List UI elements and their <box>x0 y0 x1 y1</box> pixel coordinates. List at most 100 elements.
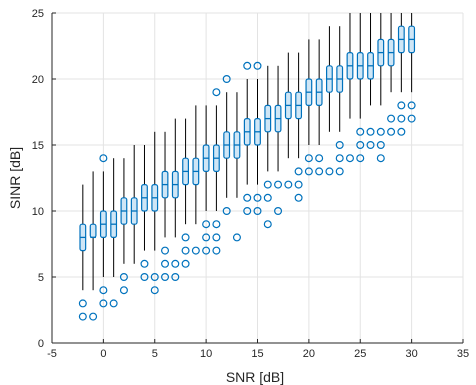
outlier-marker <box>171 259 180 268</box>
box-8 <box>181 118 190 268</box>
outlier-marker <box>89 312 98 321</box>
outlier-marker <box>274 207 283 216</box>
outlier-marker <box>304 154 313 163</box>
outlier-marker <box>140 259 149 268</box>
outlier-marker <box>304 167 313 176</box>
outlier-marker <box>212 220 221 229</box>
outlier-marker <box>181 246 190 255</box>
outlier-marker <box>356 141 365 150</box>
outlier-marker <box>376 154 385 163</box>
outlier-marker <box>335 141 344 150</box>
box-19 <box>294 52 303 202</box>
box-4 <box>140 145 149 282</box>
outlier-marker <box>212 246 221 255</box>
outlier-marker <box>161 273 170 282</box>
outlier-marker <box>397 101 406 110</box>
box-30 <box>407 13 416 123</box>
box-28 <box>387 13 396 136</box>
outlier-marker <box>376 127 385 136</box>
outlier-marker <box>253 61 262 70</box>
outlier-marker <box>397 127 406 136</box>
box-25 <box>356 13 365 163</box>
box-26 <box>366 13 375 150</box>
y-tick-label: 10 <box>32 206 44 218</box>
box-11 <box>212 88 221 255</box>
iqr-box <box>89 223 97 238</box>
box-9 <box>191 105 200 255</box>
outlier-marker <box>345 154 354 163</box>
box-15 <box>253 61 262 216</box>
box-5 <box>150 131 159 295</box>
outlier-marker <box>263 193 272 202</box>
box-7 <box>171 118 180 282</box>
box-18 <box>284 52 293 189</box>
box-20 <box>304 39 313 176</box>
outlier-marker <box>243 193 252 202</box>
outlier-marker <box>376 141 385 150</box>
box-16 <box>263 65 272 229</box>
outlier-marker <box>161 246 170 255</box>
outlier-marker <box>253 207 262 216</box>
box-12 <box>222 74 231 216</box>
outlier-marker <box>274 180 283 189</box>
outlier-marker <box>119 286 128 295</box>
x-tick-label: 30 <box>406 348 418 360</box>
box-6 <box>161 131 170 282</box>
outlier-marker <box>202 220 211 229</box>
x-tick-label: 20 <box>303 348 315 360</box>
outlier-marker <box>222 207 231 216</box>
box-13 <box>232 92 241 242</box>
outlier-marker <box>191 246 200 255</box>
x-tick-label: 35 <box>457 348 469 360</box>
outlier-marker <box>99 299 108 308</box>
y-tick-label: 25 <box>32 8 44 20</box>
outlier-marker <box>294 180 303 189</box>
x-tick-label: 0 <box>100 348 106 360</box>
outlier-marker <box>99 286 108 295</box>
box-10 <box>202 105 211 255</box>
outlier-marker <box>356 127 365 136</box>
box-24 <box>345 13 354 163</box>
outlier-marker <box>202 246 211 255</box>
outlier-marker <box>243 207 252 216</box>
box-0 <box>99 154 108 308</box>
outlier-marker <box>78 299 87 308</box>
outlier-marker <box>315 154 324 163</box>
outlier-marker <box>315 167 324 176</box>
outlier-marker <box>294 193 303 202</box>
x-tick-label: 25 <box>354 348 366 360</box>
y-tick-label: 5 <box>38 272 44 284</box>
outlier-marker <box>253 193 262 202</box>
outlier-marker <box>263 220 272 229</box>
outlier-marker <box>140 273 149 282</box>
outlier-marker <box>243 61 252 70</box>
x-tick-label: 10 <box>200 348 212 360</box>
outlier-marker <box>294 167 303 176</box>
outlier-marker <box>325 167 334 176</box>
box-27 <box>376 13 385 163</box>
outlier-marker <box>212 233 221 242</box>
box-29 <box>397 13 406 136</box>
outlier-marker <box>181 259 190 268</box>
outlier-marker <box>161 259 170 268</box>
outlier-marker <box>387 114 396 123</box>
x-tick-label: 15 <box>251 348 263 360</box>
outlier-marker <box>150 286 159 295</box>
outlier-marker <box>181 233 190 242</box>
outlier-marker <box>109 299 118 308</box>
box-series <box>78 13 416 321</box>
x-tick-label: -5 <box>47 348 57 360</box>
outlier-marker <box>119 273 128 282</box>
outlier-marker <box>284 180 293 189</box>
outlier-marker <box>212 88 221 97</box>
outlier-marker <box>99 154 108 163</box>
box-22 <box>325 26 334 176</box>
y-tick-label: 0 <box>38 338 44 350</box>
box-14 <box>243 61 252 216</box>
box--2 <box>78 184 87 321</box>
outlier-marker <box>335 154 344 163</box>
outlier-marker <box>356 154 365 163</box>
box-17 <box>274 65 283 216</box>
outlier-marker <box>78 312 87 321</box>
